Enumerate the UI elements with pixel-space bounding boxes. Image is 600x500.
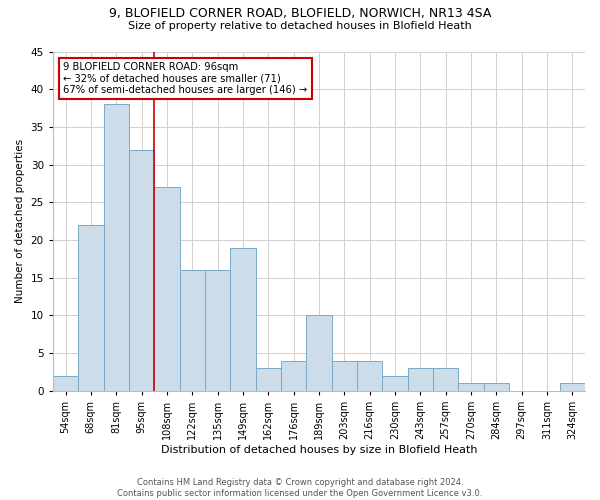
Text: Size of property relative to detached houses in Blofield Heath: Size of property relative to detached ho…	[128, 21, 472, 31]
Y-axis label: Number of detached properties: Number of detached properties	[15, 139, 25, 304]
Bar	[256, 368, 281, 391]
Bar	[230, 248, 256, 391]
X-axis label: Distribution of detached houses by size in Blofield Heath: Distribution of detached houses by size …	[161, 445, 477, 455]
Text: 9 BLOFIELD CORNER ROAD: 96sqm
← 32% of detached houses are smaller (71)
67% of s: 9 BLOFIELD CORNER ROAD: 96sqm ← 32% of d…	[64, 62, 308, 95]
Bar	[129, 150, 154, 391]
Bar	[332, 360, 357, 391]
Bar	[433, 368, 458, 391]
Bar	[382, 376, 407, 391]
Bar	[560, 384, 585, 391]
Bar	[306, 316, 332, 391]
Bar	[179, 270, 205, 391]
Bar	[53, 376, 78, 391]
Bar	[78, 225, 104, 391]
Text: 9, BLOFIELD CORNER ROAD, BLOFIELD, NORWICH, NR13 4SA: 9, BLOFIELD CORNER ROAD, BLOFIELD, NORWI…	[109, 8, 491, 20]
Bar	[104, 104, 129, 391]
Bar	[458, 384, 484, 391]
Bar	[357, 360, 382, 391]
Text: Contains HM Land Registry data © Crown copyright and database right 2024.
Contai: Contains HM Land Registry data © Crown c…	[118, 478, 482, 498]
Bar	[205, 270, 230, 391]
Bar	[407, 368, 433, 391]
Bar	[484, 384, 509, 391]
Bar	[281, 360, 306, 391]
Bar	[154, 188, 179, 391]
